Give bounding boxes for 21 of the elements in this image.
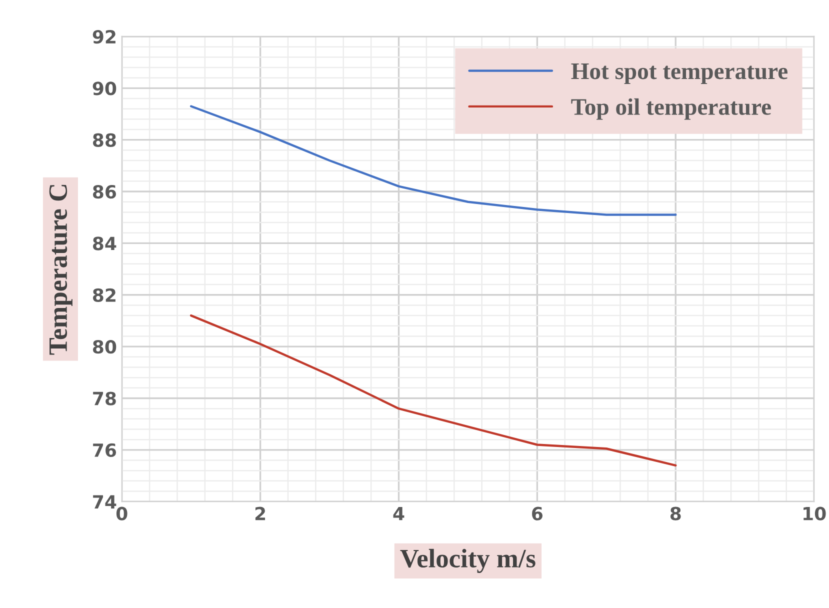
y-axis-title: Temperature C [49,184,72,355]
legend-label: Hot spot temperature [571,64,788,84]
y-tick-label: 74 [93,495,116,508]
x-tick-label: 0 [116,506,128,520]
y-tick-label: 86 [92,184,116,199]
y-tick-label: 92 [92,30,116,44]
x-tick-label: 6 [532,506,543,520]
y-tick-label: 76 [93,443,116,458]
y-tick-label: 84 [92,236,116,250]
x-tick-label: 2 [255,506,266,520]
x-tick-label: 8 [670,506,681,520]
y-tick-label: 82 [92,288,116,302]
x-axis-title: Velocity m/s [400,548,536,573]
y-tick-label: 78 [93,392,116,406]
y-tick-label: 90 [92,82,116,96]
line-series [190,314,677,467]
legend-label: Top oil temperature [571,98,771,120]
y-tick-label: 80 [92,340,116,354]
y-tick-label: 88 [92,133,116,147]
x-tick-label: 4 [393,507,404,520]
x-tick-label: 10 [804,506,826,520]
